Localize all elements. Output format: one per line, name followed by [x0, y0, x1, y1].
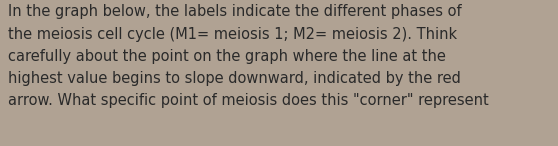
- Text: In the graph below, the labels indicate the different phases of
the meiosis cell: In the graph below, the labels indicate …: [8, 4, 489, 108]
